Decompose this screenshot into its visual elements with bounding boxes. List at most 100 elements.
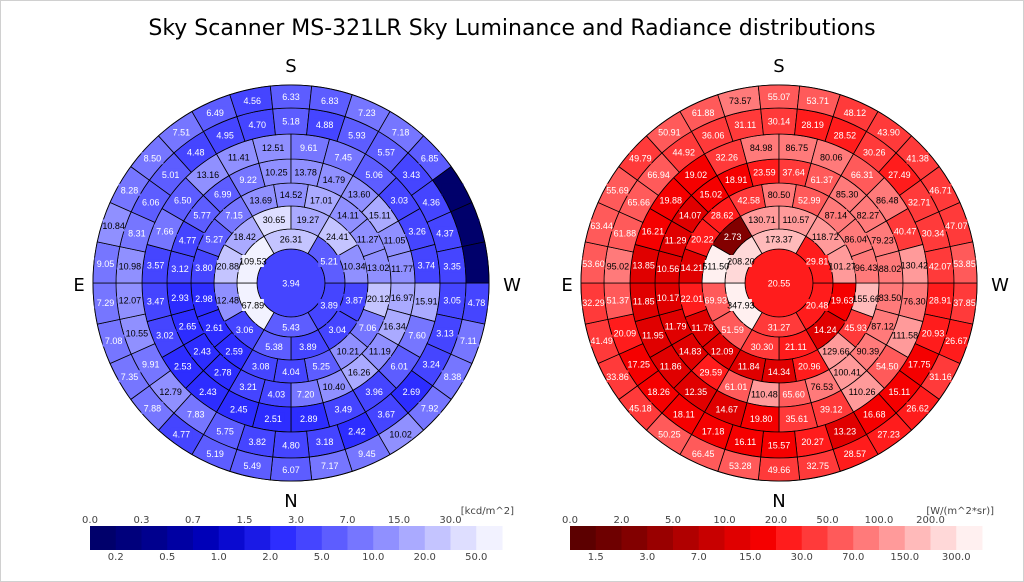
value-label: 84.98 (750, 143, 773, 153)
value-label-bg (434, 327, 457, 340)
value-label: 28.19 (801, 120, 824, 130)
value-label: 4.77 (173, 429, 191, 439)
value-label: 6.99 (214, 190, 232, 200)
value-label: 40.47 (894, 226, 917, 236)
value-label: 5.43 (282, 323, 300, 333)
value-label-bg (784, 340, 807, 353)
value-label-bg (389, 427, 412, 440)
value-label-bg (223, 209, 246, 222)
value-label-bg (211, 365, 234, 378)
value-label-bg (191, 345, 214, 358)
value-label-bg (606, 370, 629, 383)
colorbar-swatch (827, 526, 854, 550)
value-label: 12.35 (685, 387, 708, 397)
value-label-bg (831, 293, 854, 306)
direction-west: W (503, 275, 521, 296)
value-label: 8.28 (121, 185, 139, 195)
value-label: 29.81 (806, 257, 829, 267)
value-label: 11.29 (665, 236, 687, 246)
value-label: 13.02 (367, 263, 390, 273)
value-label-bg (725, 380, 748, 393)
value-label-bg (801, 435, 824, 448)
value-label: 87.12 (871, 321, 894, 331)
unit-label: [kcd/m^2] (461, 506, 514, 517)
value-label-bg (363, 168, 386, 181)
value-label-bg (806, 94, 829, 107)
value-label-bg (836, 188, 859, 201)
value-label: 13.85 (632, 261, 655, 271)
value-label-bg (704, 293, 727, 306)
value-label-bg (702, 129, 725, 142)
value-label-bg (929, 370, 952, 383)
colorbar-bottom-label: 20.0 (414, 552, 436, 563)
value-label-bg (196, 385, 219, 398)
value-label: 82.27 (857, 210, 880, 220)
value-label-bg (441, 183, 464, 196)
value-label: 32.29 (582, 298, 605, 308)
value-label-bg (263, 340, 286, 353)
value-label: 27.49 (888, 170, 911, 180)
value-label: 10.17 (657, 293, 680, 303)
colorbar-swatch (647, 526, 674, 550)
value-label: 9.22 (239, 175, 257, 185)
colorbar-top-label: 0.0 (82, 515, 98, 526)
value-label-bg (659, 360, 682, 373)
value-label-bg (310, 193, 333, 206)
value-label: 14.24 (814, 325, 837, 335)
value-label: 30.65 (263, 215, 286, 225)
value-label-bg (806, 459, 829, 472)
value-label: 9.05 (97, 259, 115, 269)
value-label: 7.18 (392, 128, 410, 138)
colorbar-top-label: 0.7 (185, 515, 201, 526)
value-label: 5.18 (282, 117, 300, 127)
value-label-bg (888, 168, 911, 181)
value-label: 87.14 (825, 211, 848, 221)
value-label: 7.20 (297, 390, 315, 400)
value-label: 12.09 (711, 346, 734, 356)
value-label-bg (265, 165, 288, 178)
colorbar-top-label: 3.0 (288, 515, 304, 526)
value-label-bg (296, 340, 319, 353)
colorbar-top-label: 100.0 (865, 515, 894, 526)
value-label: 8.38 (444, 372, 462, 382)
value-label-bg (176, 234, 199, 247)
value-label-bg (332, 150, 355, 163)
value-label: 3.43 (403, 170, 421, 180)
colorbar-bottom-label: 1.5 (588, 552, 604, 563)
value-label: 14.34 (768, 367, 791, 377)
value-label-bg (785, 141, 808, 154)
value-label: 6.33 (282, 92, 300, 102)
value-label-bg (798, 193, 821, 206)
value-label-bg (153, 224, 176, 237)
value-label-bg (280, 439, 302, 451)
value-label-bg (851, 385, 874, 398)
value-label: 2.65 (179, 321, 197, 331)
value-label-bg (721, 230, 744, 243)
colorbar-bottom-label: 50.0 (465, 552, 487, 563)
value-label-bg (375, 145, 398, 158)
value-label-bg (751, 213, 774, 226)
value-label: 11.19 (369, 347, 391, 357)
value-label-bg (856, 208, 879, 221)
value-label: 19.02 (685, 170, 708, 180)
value-label: 32.71 (908, 198, 931, 208)
value-label-bg (139, 196, 162, 208)
value-label-bg (241, 94, 264, 107)
value-label-bg (363, 385, 386, 398)
value-label-bg (798, 360, 821, 373)
value-label-bg (313, 118, 336, 131)
value-label-bg (721, 323, 744, 336)
value-label: 85.30 (836, 190, 859, 200)
value-label: 6.83 (321, 96, 339, 106)
value-label: 50.25 (658, 429, 681, 439)
value-label: 11.41 (228, 152, 250, 162)
value-label-bg (664, 234, 687, 247)
value-label-bg (388, 193, 411, 206)
value-label-bg (389, 126, 412, 139)
value-label-bg (144, 294, 167, 307)
value-label-bg (824, 344, 847, 357)
value-label: 11.95 (642, 331, 664, 341)
colorbar-top-label: 20.0 (765, 515, 787, 526)
value-label-bg (658, 427, 681, 440)
